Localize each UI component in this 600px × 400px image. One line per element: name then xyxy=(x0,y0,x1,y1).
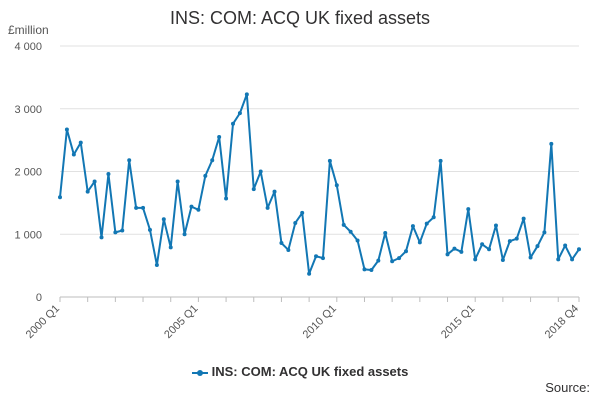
data-point[interactable] xyxy=(397,256,402,261)
source-label: Source: xyxy=(545,380,590,395)
y-tick-label: 2 000 xyxy=(14,167,42,179)
data-point[interactable] xyxy=(362,267,367,272)
data-point[interactable] xyxy=(404,249,408,254)
data-point[interactable] xyxy=(175,179,180,184)
x-tick-label: 2000 Q1 xyxy=(24,303,62,341)
data-point[interactable] xyxy=(535,244,540,249)
data-point[interactable] xyxy=(549,141,554,146)
data-point[interactable] xyxy=(258,169,263,174)
x-tick-label: 2015 Q1 xyxy=(439,303,477,341)
data-point[interactable] xyxy=(570,257,575,262)
data-point[interactable] xyxy=(286,247,291,252)
data-point[interactable] xyxy=(210,158,215,163)
data-point[interactable] xyxy=(376,258,381,263)
data-point[interactable] xyxy=(480,242,485,247)
legend[interactable]: INS: COM: ACQ UK fixed assets xyxy=(0,364,600,379)
data-point[interactable] xyxy=(231,121,235,126)
data-point[interactable] xyxy=(244,92,249,97)
data-point[interactable] xyxy=(383,230,388,235)
data-point[interactable] xyxy=(141,205,146,210)
y-axis-labels: 0 1 000 2 000 3 000 4 000 xyxy=(14,41,42,304)
data-point[interactable] xyxy=(424,221,429,226)
data-point[interactable] xyxy=(196,207,201,212)
data-point[interactable] xyxy=(168,245,173,250)
data-point[interactable] xyxy=(493,223,498,228)
y-tick-label: 0 xyxy=(36,292,42,304)
data-point[interactable] xyxy=(459,249,464,254)
x-axis xyxy=(59,296,580,302)
data-point[interactable] xyxy=(189,204,194,209)
data-point[interactable] xyxy=(58,195,62,200)
data-point[interactable] xyxy=(369,268,374,273)
y-tick-label: 4 000 xyxy=(14,41,42,53)
chart-title: INS: COM: ACQ UK fixed assets xyxy=(169,8,431,28)
data-point[interactable] xyxy=(528,255,533,260)
data-point[interactable] xyxy=(577,247,581,252)
x-tick-label: 2010 Q1 xyxy=(301,303,339,341)
data-point[interactable] xyxy=(514,236,519,241)
data-point[interactable] xyxy=(78,140,83,145)
data-point[interactable] xyxy=(341,222,346,227)
data-point[interactable] xyxy=(161,217,166,222)
data-point[interactable] xyxy=(99,235,104,240)
series-layer xyxy=(58,92,581,276)
data-point[interactable] xyxy=(293,220,298,225)
x-tick-label: 2018 Q4 xyxy=(543,303,581,341)
data-point[interactable] xyxy=(272,189,277,194)
data-point[interactable] xyxy=(300,210,305,215)
data-point[interactable] xyxy=(237,111,242,116)
x-tick-label: 2005 Q1 xyxy=(162,303,200,341)
data-point[interactable] xyxy=(279,241,284,246)
data-point[interactable] xyxy=(182,232,187,237)
data-point[interactable] xyxy=(217,134,222,139)
series-line xyxy=(59,93,580,275)
data-point[interactable] xyxy=(556,257,561,262)
data-point[interactable] xyxy=(85,189,90,194)
data-point[interactable] xyxy=(314,254,319,259)
data-point[interactable] xyxy=(507,239,512,244)
data-point[interactable] xyxy=(500,257,505,262)
data-point[interactable] xyxy=(417,240,422,245)
data-point[interactable] xyxy=(431,215,436,220)
data-point[interactable] xyxy=(466,207,471,212)
data-point[interactable] xyxy=(224,196,229,201)
data-point[interactable] xyxy=(265,205,270,210)
data-point[interactable] xyxy=(120,228,125,233)
data-point[interactable] xyxy=(307,271,312,276)
data-point[interactable] xyxy=(92,179,97,184)
data-point[interactable] xyxy=(251,187,256,192)
data-point[interactable] xyxy=(64,127,69,132)
data-point[interactable] xyxy=(410,224,415,229)
data-point[interactable] xyxy=(320,256,325,261)
data-point[interactable] xyxy=(487,247,492,252)
data-point[interactable] xyxy=(106,172,111,177)
data-point[interactable] xyxy=(127,158,132,163)
data-point[interactable] xyxy=(334,183,339,188)
data-point[interactable] xyxy=(452,246,457,251)
data-point[interactable] xyxy=(542,230,547,235)
data-point[interactable] xyxy=(390,259,395,264)
data-point[interactable] xyxy=(154,262,159,267)
y-tick-label: 1 000 xyxy=(14,229,42,241)
data-point[interactable] xyxy=(438,158,443,163)
y-unit-label: £million xyxy=(8,23,49,37)
legend-label: INS: COM: ACQ UK fixed assets xyxy=(211,364,409,379)
y-tick-label: 3 000 xyxy=(14,104,42,116)
x-axis-labels: 2000 Q1 2005 Q1 2010 Q1 2015 Q1 2018 Q4 xyxy=(24,303,581,341)
data-point[interactable] xyxy=(203,173,208,178)
data-point[interactable] xyxy=(473,257,478,262)
grid-lines xyxy=(60,45,579,235)
data-point[interactable] xyxy=(134,205,139,210)
legend-swatch-icon xyxy=(191,368,208,378)
data-point[interactable] xyxy=(348,229,353,234)
data-point[interactable] xyxy=(355,238,360,243)
data-point[interactable] xyxy=(445,252,450,257)
data-point[interactable] xyxy=(71,152,76,157)
data-point[interactable] xyxy=(327,158,332,163)
data-point[interactable] xyxy=(147,227,152,232)
data-point[interactable] xyxy=(113,230,118,235)
data-point[interactable] xyxy=(521,216,526,221)
data-point[interactable] xyxy=(563,243,568,248)
